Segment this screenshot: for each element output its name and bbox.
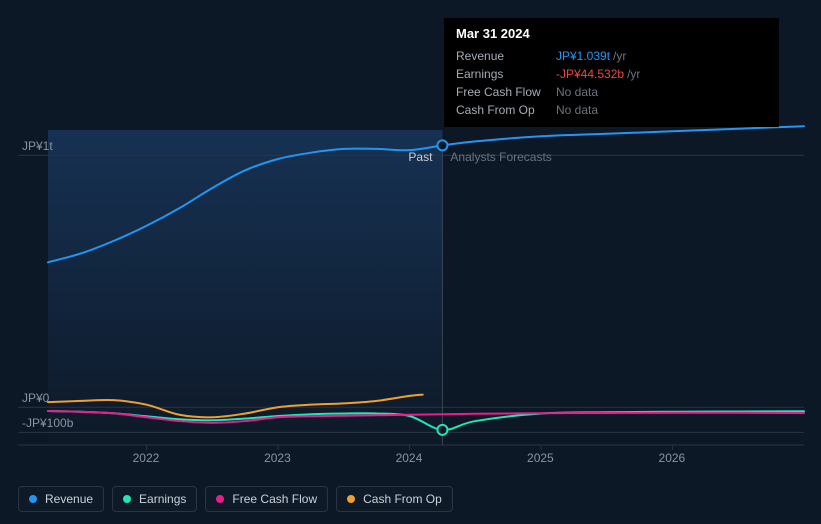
marker-earnings — [437, 425, 447, 435]
legend-dot-icon — [123, 495, 131, 503]
tooltip-row: RevenueJP¥1.039t/yr — [456, 47, 767, 65]
legend-item-label: Revenue — [45, 492, 93, 506]
legend-item-revenue[interactable]: Revenue — [18, 486, 104, 512]
x-axis-label: 2022 — [133, 451, 160, 465]
legend-item-cash_from_op[interactable]: Cash From Op — [336, 486, 453, 512]
x-axis-label: 2024 — [396, 451, 423, 465]
legend-item-free_cash_flow[interactable]: Free Cash Flow — [205, 486, 328, 512]
legend-dot-icon — [29, 495, 37, 503]
tooltip-row-value: No data — [556, 85, 598, 99]
legend-item-label: Free Cash Flow — [232, 492, 317, 506]
tooltip-row-label: Earnings — [456, 67, 556, 81]
chart-tooltip: Mar 31 2024 RevenueJP¥1.039t/yrEarnings-… — [444, 18, 779, 127]
legend-item-label: Earnings — [139, 492, 186, 506]
tooltip-row-label: Cash From Op — [456, 103, 556, 117]
x-axis-label: 2025 — [527, 451, 554, 465]
forecast-section-label: Analysts Forecasts — [450, 150, 551, 164]
tooltip-row-suffix: /yr — [627, 67, 640, 81]
past-section-label: Past — [382, 150, 432, 164]
chart-container: Past Analysts Forecasts Mar 31 2024 Reve… — [0, 0, 821, 524]
tooltip-row: Cash From OpNo data — [456, 101, 767, 119]
marker-revenue — [437, 140, 447, 150]
tooltip-row-label: Free Cash Flow — [456, 85, 556, 99]
tooltip-row-suffix: /yr — [613, 49, 626, 63]
x-axis-label: 2026 — [659, 451, 686, 465]
tooltip-row-value: -JP¥44.532b — [556, 67, 624, 81]
x-axis-label: 2023 — [264, 451, 291, 465]
tooltip-title: Mar 31 2024 — [456, 26, 767, 41]
tooltip-row-label: Revenue — [456, 49, 556, 63]
legend-dot-icon — [216, 495, 224, 503]
y-axis-label: JP¥0 — [22, 391, 49, 405]
legend-dot-icon — [347, 495, 355, 503]
y-axis-label: JP¥1t — [22, 139, 53, 153]
tooltip-row: Free Cash FlowNo data — [456, 83, 767, 101]
tooltip-row: Earnings-JP¥44.532b/yr — [456, 65, 767, 83]
legend-item-label: Cash From Op — [363, 492, 442, 506]
legend: Revenue Earnings Free Cash Flow Cash From O… — [18, 486, 453, 512]
legend-item-earnings[interactable]: Earnings — [112, 486, 197, 512]
tooltip-row-value: JP¥1.039t — [556, 49, 610, 63]
y-axis-label: -JP¥100b — [22, 416, 73, 430]
tooltip-row-value: No data — [556, 103, 598, 117]
